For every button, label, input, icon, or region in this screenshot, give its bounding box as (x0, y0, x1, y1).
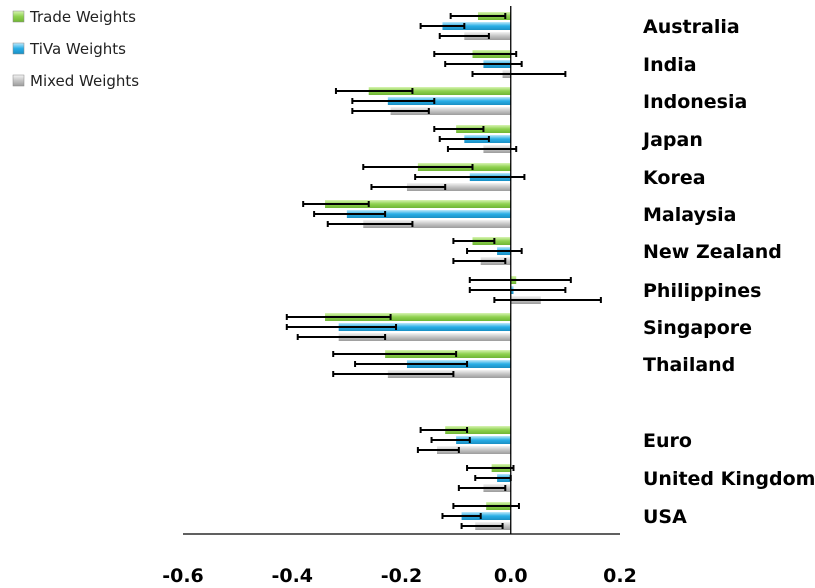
category-label-india: India (643, 54, 697, 76)
legend-item-tiva-weights: TiVa Weights (12, 40, 126, 58)
error-bar-philippines-mixed-weights (493, 297, 602, 303)
error-bar-japan-trade-weights (433, 126, 485, 132)
bar-malaysia-trade-weights (325, 200, 511, 208)
bar-indonesia-tiva-weights (387, 97, 511, 105)
bar-malaysia-tiva-weights (346, 210, 511, 218)
error-bar-australia-trade-weights (449, 13, 507, 19)
category-label-united-kingdom: United Kingdom (643, 468, 815, 490)
plot-axes (183, 6, 620, 535)
error-bar-india-tiva-weights (444, 61, 523, 67)
bar-singapore-tiva-weights (338, 323, 511, 331)
error-bar-singapore-trade-weights (285, 314, 392, 320)
category-label-usa: USA (643, 506, 687, 528)
error-bar-euro-mixed-weights (416, 447, 460, 453)
plot-bars (325, 12, 541, 530)
error-bar-india-trade-weights (433, 51, 518, 57)
category-label-indonesia: Indonesia (643, 91, 747, 113)
error-bar-new-zealand-mixed-weights (452, 258, 507, 264)
error-bar-philippines-tiva-weights (468, 287, 567, 293)
bar-malaysia-mixed-weights (363, 220, 511, 228)
category-label-singapore: Singapore (643, 317, 752, 339)
error-bar-united-kingdom-mixed-weights (457, 485, 507, 491)
x-tick-labels: -0.6 -0.4 -0.2 0.0 0.2 (162, 565, 637, 587)
error-bar-philippines-trade-weights (468, 277, 572, 283)
legend-label: Trade Weights (29, 8, 136, 26)
error-bar-new-zealand-tiva-weights (466, 248, 523, 254)
error-bar-japan-tiva-weights (438, 136, 490, 142)
error-bar-korea-mixed-weights (370, 184, 447, 190)
error-bar-usa-mixed-weights (460, 523, 504, 529)
error-bar-singapore-mixed-weights (296, 334, 387, 340)
legend-swatch (12, 42, 25, 55)
bar-singapore-trade-weights (325, 313, 511, 321)
bar-australia-tiva-weights (442, 22, 511, 30)
bar-singapore-mixed-weights (338, 333, 511, 341)
error-bar-japan-mixed-weights (446, 146, 518, 152)
legend-swatch (12, 10, 25, 23)
legend-item-mixed-weights: Mixed Weights (12, 72, 139, 90)
legend-swatch (12, 74, 25, 87)
category-label-australia: Australia (643, 16, 740, 38)
error-bar-euro-tiva-weights (430, 437, 471, 443)
error-bar-malaysia-tiva-weights (313, 211, 387, 217)
error-bar-australia-mixed-weights (438, 33, 490, 39)
error-bar-singapore-tiva-weights (285, 324, 398, 330)
error-bar-india-mixed-weights (471, 71, 567, 77)
category-label-malaysia: Malaysia (643, 204, 737, 226)
error-bar-korea-trade-weights (362, 164, 474, 170)
bar-indonesia-mixed-weights (390, 107, 511, 115)
x-tick-label: -0.4 (271, 565, 313, 587)
x-tick-label: -0.2 (381, 565, 423, 587)
error-bar-usa-trade-weights (452, 503, 520, 509)
category-label-thailand: Thailand (643, 354, 735, 376)
error-bar-indonesia-trade-weights (334, 88, 414, 94)
legend-item-trade-weights: Trade Weights (12, 8, 136, 26)
category-label-new-zealand: New Zealand (643, 241, 782, 263)
category-labels: Australia India Indonesia Japan Korea Malaysi… (641, 16, 815, 528)
error-bar-new-zealand-trade-weights (452, 238, 496, 244)
x-tick-label: 0.2 (603, 565, 637, 587)
category-label-euro: Euro (643, 430, 692, 452)
error-bar-thailand-trade-weights (332, 351, 458, 357)
error-bar-malaysia-mixed-weights (326, 221, 414, 227)
error-bar-korea-tiva-weights (414, 174, 526, 180)
error-bar-united-kingdom-trade-weights (466, 465, 515, 471)
error-bar-indonesia-mixed-weights (351, 108, 430, 114)
error-bar-usa-tiva-weights (441, 513, 482, 519)
bar-usa-tiva-weights (461, 512, 511, 520)
category-label-japan: Japan (641, 129, 703, 151)
bar-korea-mixed-weights (406, 183, 511, 191)
category-label-philippines: Philippines (643, 280, 761, 302)
bar-euro-tiva-weights (456, 436, 511, 444)
error-bar-malaysia-trade-weights (302, 201, 370, 207)
bar-euro-trade-weights (445, 426, 511, 434)
error-bar-thailand-mixed-weights (332, 371, 455, 377)
legend: Trade Weights TiVa Weights Mixed Weights (12, 8, 139, 90)
category-label-korea: Korea (643, 167, 706, 189)
legend-label: TiVa Weights (29, 40, 126, 58)
error-bar-euro-trade-weights (419, 427, 469, 433)
bar-euro-mixed-weights (437, 446, 511, 454)
error-bar-thailand-tiva-weights (354, 361, 469, 367)
x-tick-label: -0.6 (162, 565, 204, 587)
x-tick-label: 0.0 (494, 565, 528, 587)
error-bar-indonesia-tiva-weights (351, 98, 436, 104)
error-bar-australia-tiva-weights (419, 23, 466, 29)
bar-indonesia-trade-weights (368, 87, 511, 95)
plot-errors (285, 13, 602, 529)
legend-label: Mixed Weights (30, 72, 139, 90)
